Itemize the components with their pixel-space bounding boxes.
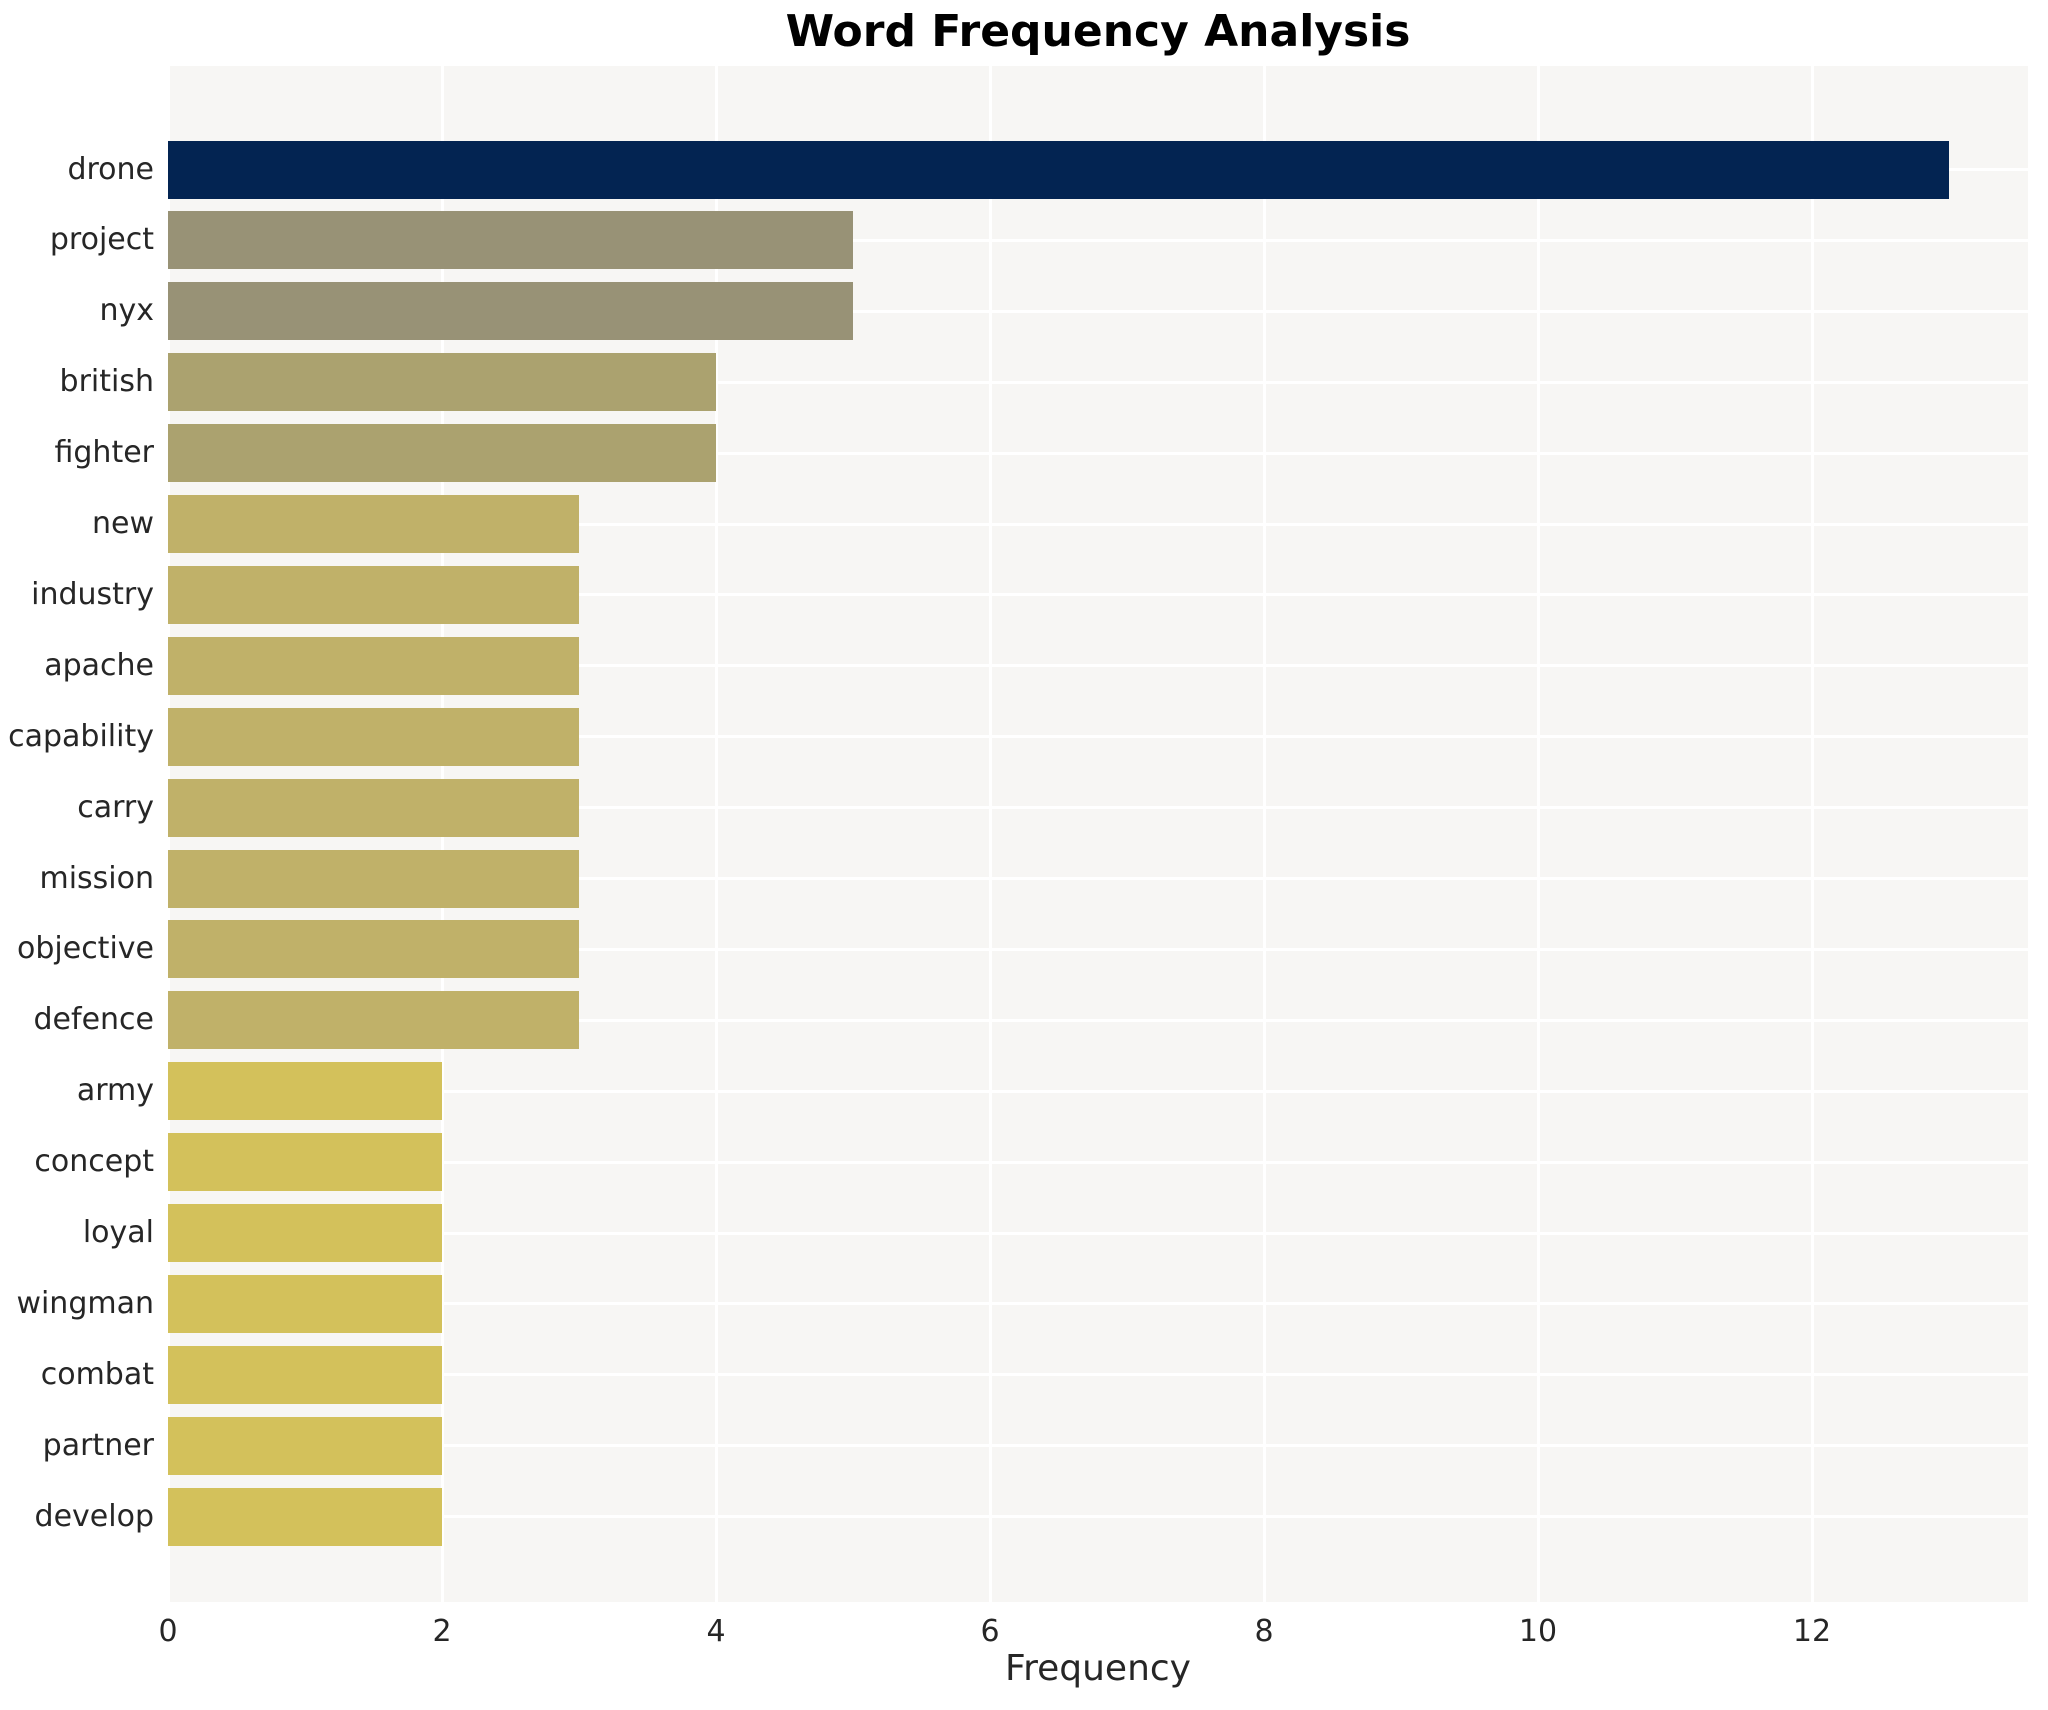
x-tick-label-8: 8: [1254, 1614, 1274, 1649]
gridline-horizontal: [168, 1373, 2028, 1377]
bar-industry: [168, 565, 579, 624]
x-tick-label-12: 12: [1792, 1614, 1832, 1649]
gridline-vertical: [1262, 66, 1266, 1602]
y-axis-label-loyal: loyal: [82, 1215, 154, 1250]
y-axis-label-carry: carry: [77, 789, 154, 825]
y-axis-label-new: new: [91, 506, 154, 541]
gridline-horizontal: [168, 735, 2028, 739]
bar-partner: [168, 1416, 442, 1475]
y-axis-label-nyx: nyx: [99, 293, 154, 329]
y-axis-label-defence: defence: [33, 1002, 154, 1038]
bar-loyal: [168, 1204, 442, 1262]
bar-wingman: [168, 1274, 442, 1333]
x-tick-label-2: 2: [432, 1614, 452, 1649]
plot-area: [166, 66, 2028, 1602]
bar-mission: [168, 849, 579, 908]
bar-project: [168, 211, 853, 270]
gridline-horizontal: [168, 522, 2028, 526]
bar-concept: [168, 1133, 442, 1192]
y-axis-label-apache: apache: [44, 647, 154, 683]
gridline-vertical: [714, 66, 718, 1602]
x-tick-label-0: 0: [158, 1614, 178, 1649]
gridline-horizontal: [168, 1302, 2028, 1306]
bar-fighter: [168, 424, 716, 483]
y-axis-label-project: project: [49, 222, 154, 258]
y-axis-label-concept: concept: [34, 1144, 154, 1180]
bar-capability: [168, 707, 579, 766]
gridline-horizontal: [168, 877, 2028, 880]
gridline-horizontal: [168, 1160, 2028, 1164]
bar-combat: [168, 1345, 442, 1404]
gridline-horizontal: [168, 664, 2028, 668]
x-tick-label-4: 4: [706, 1614, 726, 1649]
x-tick-label-6: 6: [980, 1614, 1000, 1649]
y-axis-label-partner: partner: [42, 1427, 154, 1463]
y-axis-label-objective: objective: [17, 931, 154, 967]
gridline-vertical: [1536, 66, 1540, 1602]
gridline-horizontal: [168, 593, 2028, 597]
gridline-horizontal: [168, 1231, 2028, 1235]
bar-carry: [168, 778, 579, 837]
bar-objective: [168, 920, 579, 979]
bar-drone: [168, 140, 1949, 199]
gridline-vertical: [988, 66, 992, 1602]
x-axis-label: Frequency: [1005, 1648, 1191, 1689]
bar-apache: [168, 636, 579, 695]
gridline-horizontal: [168, 309, 2028, 313]
chart-title: Word Frequency Analysis: [785, 6, 1411, 57]
x-tick-label-10: 10: [1518, 1614, 1558, 1649]
y-axis-label-industry: industry: [31, 576, 154, 612]
bar-nyx: [168, 282, 853, 341]
y-axis-label-wingman: wingman: [16, 1285, 154, 1321]
gridline-horizontal: [168, 806, 2028, 810]
gridline-vertical: [1810, 66, 1814, 1602]
bar-army: [168, 1062, 442, 1121]
y-axis-label-develop: develop: [34, 1498, 154, 1534]
gridline-horizontal: [168, 238, 2028, 242]
y-axis-label-capability: capability: [8, 718, 154, 754]
gridline-horizontal: [168, 1444, 2028, 1448]
gridline-horizontal: [168, 380, 2028, 384]
gridline-horizontal: [168, 1089, 2028, 1093]
gridline-horizontal: [168, 451, 2028, 455]
gridline-horizontal: [168, 1018, 2028, 1022]
y-axis-label-fighter: fighter: [54, 435, 154, 471]
y-axis-label-army: army: [76, 1073, 154, 1109]
y-axis-label-mission: mission: [39, 860, 154, 896]
bar-british: [168, 353, 716, 412]
y-axis-label-drone: drone: [67, 151, 154, 187]
gridline-horizontal: [168, 1515, 2028, 1519]
bar-new: [168, 495, 579, 553]
y-axis-label-british: british: [59, 364, 154, 400]
bar-defence: [168, 991, 579, 1050]
y-axis-label-combat: combat: [40, 1356, 154, 1392]
bar-develop: [168, 1487, 442, 1546]
gridline-horizontal: [168, 947, 2028, 951]
